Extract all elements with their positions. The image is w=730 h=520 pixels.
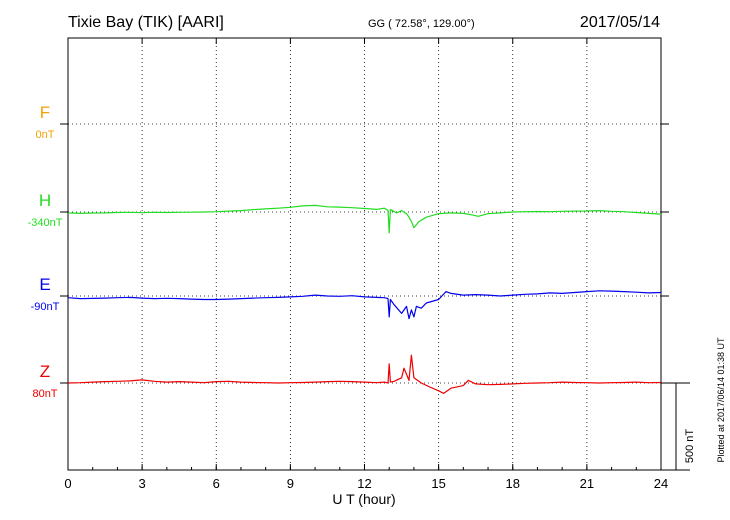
scale-bar: 500 nT (661, 382, 696, 471)
x-tick-label: 12 (357, 476, 371, 491)
date-label: 2017/05/14 (580, 14, 660, 31)
series-line-z (67, 354, 662, 394)
scale-bar-label: 500 nT (684, 429, 696, 464)
grid-lines (141, 38, 588, 470)
channel-labels: F 0nT H -340nT E -90nT Z 80nT (28, 103, 63, 400)
x-tick-label: 6 (213, 476, 220, 491)
station-title: Tixie Bay (TIK) [AARI] (68, 14, 224, 31)
x-tick-label: 18 (506, 476, 520, 491)
x-tick-label: 24 (654, 476, 668, 491)
channel-baseline-z: 80nT (32, 388, 57, 400)
channel-label-e: E (39, 275, 50, 294)
x-tick-label: 3 (139, 476, 146, 491)
channel-baseline-h: -340nT (28, 217, 63, 229)
x-tick-label: 0 (64, 476, 71, 491)
plotted-timestamp: Plotted at 2017/06/14 01:38 UT (716, 337, 726, 463)
x-axis-ticks: 0 3 6 9 12 15 18 21 24 (64, 38, 668, 491)
x-tick-label: 9 (287, 476, 294, 491)
channel-baseline-e: -90nT (31, 301, 60, 313)
channel-baseline-f: 0nT (36, 129, 55, 141)
x-axis-title: U T (hour) (332, 491, 395, 507)
x-tick-label: 21 (580, 476, 594, 491)
channel-label-f: F (40, 103, 50, 122)
x-tick-label: 15 (431, 476, 445, 491)
coordinates-label: GG ( 72.58°, 129.00°) (368, 18, 475, 30)
series-line-h (67, 204, 662, 234)
series-line-e (67, 290, 662, 320)
channel-label-h: H (39, 191, 51, 210)
channel-label-z: Z (40, 362, 50, 381)
series-traces (67, 204, 662, 394)
